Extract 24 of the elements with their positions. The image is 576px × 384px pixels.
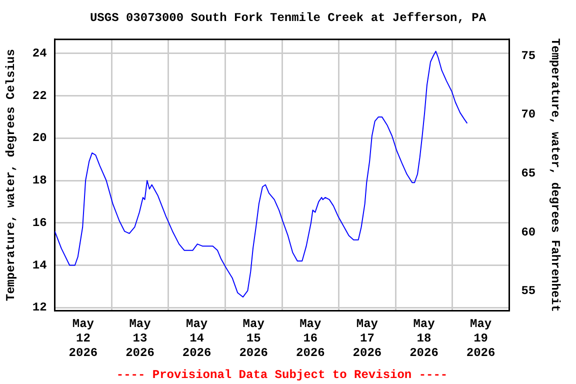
y2-tick-label: 75 <box>521 48 536 63</box>
x-tick-label: May 15 2026 <box>239 317 268 360</box>
y-tick-label: 22 <box>32 88 47 103</box>
x-tick-label: May 18 2026 <box>410 317 438 360</box>
y2-tick-label: 65 <box>521 166 536 180</box>
y2-tick-label: 55 <box>521 284 536 298</box>
x-tick-label: May 17 2026 <box>352 317 382 360</box>
x-tick-label: May 12 2026 <box>68 317 98 360</box>
y-tick-label: 24 <box>32 46 47 60</box>
y-tick-label: 18 <box>32 174 47 188</box>
y2-tick-label: 70 <box>521 108 536 122</box>
y2-axis-title: Temperature, water, degrees Fahrenheit <box>548 38 562 312</box>
x-tick-label: May 19 2026 <box>466 317 496 360</box>
y-axis-title: Temperature, water, degrees Celsius <box>4 49 18 302</box>
x-tick-label: May 13 2026 <box>126 317 154 360</box>
x-tick-label: May 14 2026 <box>182 317 212 360</box>
y-tick-label: 12 <box>32 300 47 315</box>
y-tick-label: 20 <box>32 131 47 146</box>
x-tick-label: May 16 2026 <box>296 317 325 360</box>
text: ---- Provisional Data Subject to Revision ---- <box>116 368 448 382</box>
y-tick-label: 16 <box>32 216 47 230</box>
y2-tick-label: 60 <box>521 225 536 240</box>
y-tick-label: 14 <box>32 258 47 272</box>
chart-title: USGS 03073000 South Fork Tenmile Creek at Jefferson, PA <box>90 11 487 26</box>
